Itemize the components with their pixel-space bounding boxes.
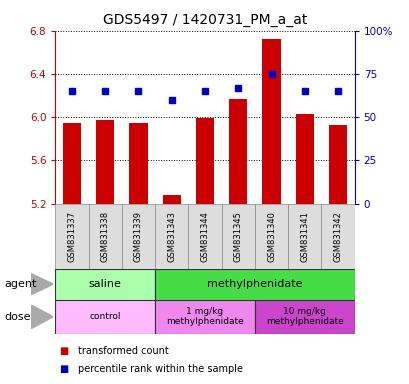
Bar xyxy=(155,269,354,300)
Text: GSM831345: GSM831345 xyxy=(233,211,242,262)
Text: GSM831341: GSM831341 xyxy=(299,211,308,262)
Bar xyxy=(254,300,354,334)
Bar xyxy=(155,204,188,269)
Text: control: control xyxy=(89,312,121,321)
Bar xyxy=(63,122,81,204)
Bar xyxy=(155,300,254,334)
Bar xyxy=(121,204,155,269)
Bar xyxy=(55,269,155,300)
Bar xyxy=(188,204,221,269)
Text: ■: ■ xyxy=(59,364,69,374)
Bar xyxy=(321,204,354,269)
Bar xyxy=(295,114,313,204)
Bar xyxy=(55,300,155,334)
Bar xyxy=(262,39,280,204)
Text: percentile rank within the sample: percentile rank within the sample xyxy=(78,364,242,374)
Bar xyxy=(288,204,321,269)
Bar xyxy=(254,204,288,269)
Bar xyxy=(88,204,121,269)
Text: GSM831337: GSM831337 xyxy=(67,210,76,262)
Bar xyxy=(55,204,88,269)
Bar xyxy=(328,125,346,204)
Text: GSM831344: GSM831344 xyxy=(200,211,209,262)
Text: GSM831343: GSM831343 xyxy=(167,211,176,262)
Bar xyxy=(221,204,254,269)
Text: GSM831338: GSM831338 xyxy=(101,210,110,262)
Bar xyxy=(196,118,213,204)
Bar xyxy=(96,120,114,204)
Text: GDS5497 / 1420731_PM_a_at: GDS5497 / 1420731_PM_a_at xyxy=(103,13,306,27)
Bar xyxy=(162,195,180,204)
Polygon shape xyxy=(31,305,53,329)
Text: dose: dose xyxy=(4,312,31,322)
Text: agent: agent xyxy=(4,279,36,289)
Bar xyxy=(229,99,247,204)
Text: saline: saline xyxy=(89,279,121,289)
Polygon shape xyxy=(31,273,53,295)
Bar xyxy=(129,122,147,204)
Text: 10 mg/kg
methylphenidate: 10 mg/kg methylphenidate xyxy=(265,307,343,326)
Text: ■: ■ xyxy=(59,346,69,356)
Text: methylphenidate: methylphenidate xyxy=(207,279,302,289)
Text: GSM831342: GSM831342 xyxy=(333,211,342,262)
Text: transformed count: transformed count xyxy=(78,346,168,356)
Text: GSM831339: GSM831339 xyxy=(134,211,143,262)
Text: GSM831340: GSM831340 xyxy=(266,211,275,262)
Text: 1 mg/kg
methylphenidate: 1 mg/kg methylphenidate xyxy=(166,307,243,326)
